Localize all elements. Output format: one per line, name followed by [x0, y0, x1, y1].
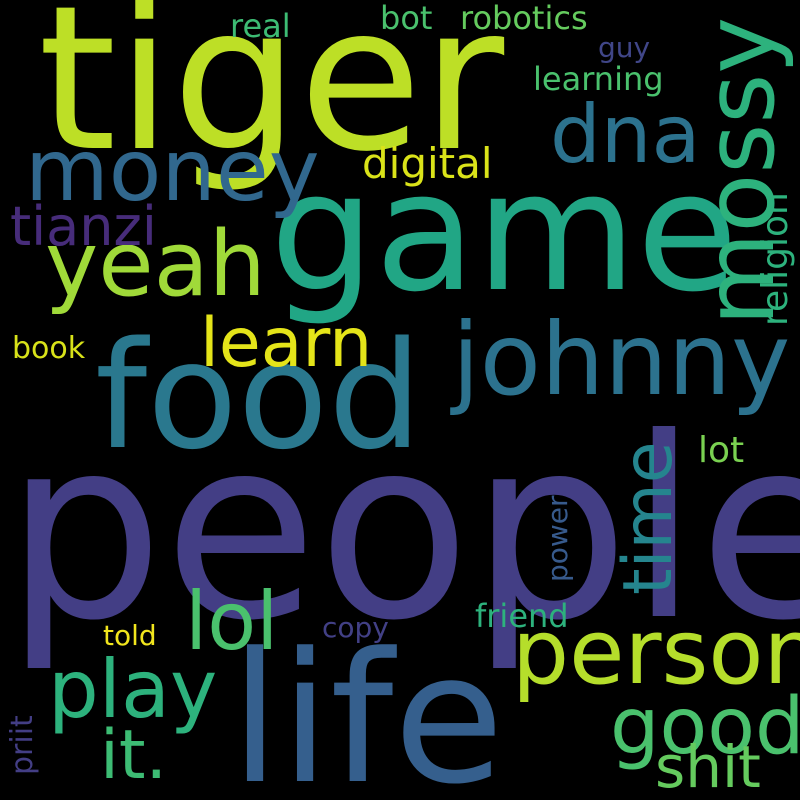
- word-lol: lol: [185, 575, 279, 668]
- word-person: person: [512, 600, 800, 705]
- word-dna: dna: [550, 88, 701, 181]
- word-money: money: [25, 121, 320, 221]
- word-tiger: tiger: [38, 0, 505, 196]
- word-people: people: [5, 384, 800, 675]
- word-time: time: [609, 441, 688, 595]
- word-robotics: robotics: [460, 0, 588, 37]
- word-friend: friend: [475, 597, 569, 635]
- word-good: good: [610, 682, 800, 772]
- word-real: real: [230, 7, 291, 45]
- word-bot: bot: [380, 0, 433, 37]
- word-tianzi: tianzi: [10, 195, 157, 258]
- word-book: book: [12, 331, 86, 366]
- word-game: game: [270, 136, 739, 328]
- word-lot: lot: [698, 430, 745, 471]
- word-copy: copy: [322, 611, 389, 644]
- word-shit: shit: [655, 733, 761, 800]
- word-play: play: [48, 643, 218, 736]
- word-learn: learn: [200, 304, 373, 383]
- word-priit: priit: [5, 715, 40, 775]
- word-told: told: [103, 619, 157, 652]
- word-guy: guy: [598, 31, 651, 64]
- word-digital: digital: [362, 139, 493, 188]
- word-food: food: [95, 310, 423, 482]
- word-power: power: [541, 495, 574, 582]
- word-religion: religion: [755, 192, 796, 326]
- word-yeah: yeah: [45, 212, 266, 317]
- word-life: life: [230, 615, 505, 800]
- word-learning: learning: [533, 60, 664, 98]
- word-johnny: johnny: [452, 301, 791, 418]
- word-it: it.: [100, 716, 168, 795]
